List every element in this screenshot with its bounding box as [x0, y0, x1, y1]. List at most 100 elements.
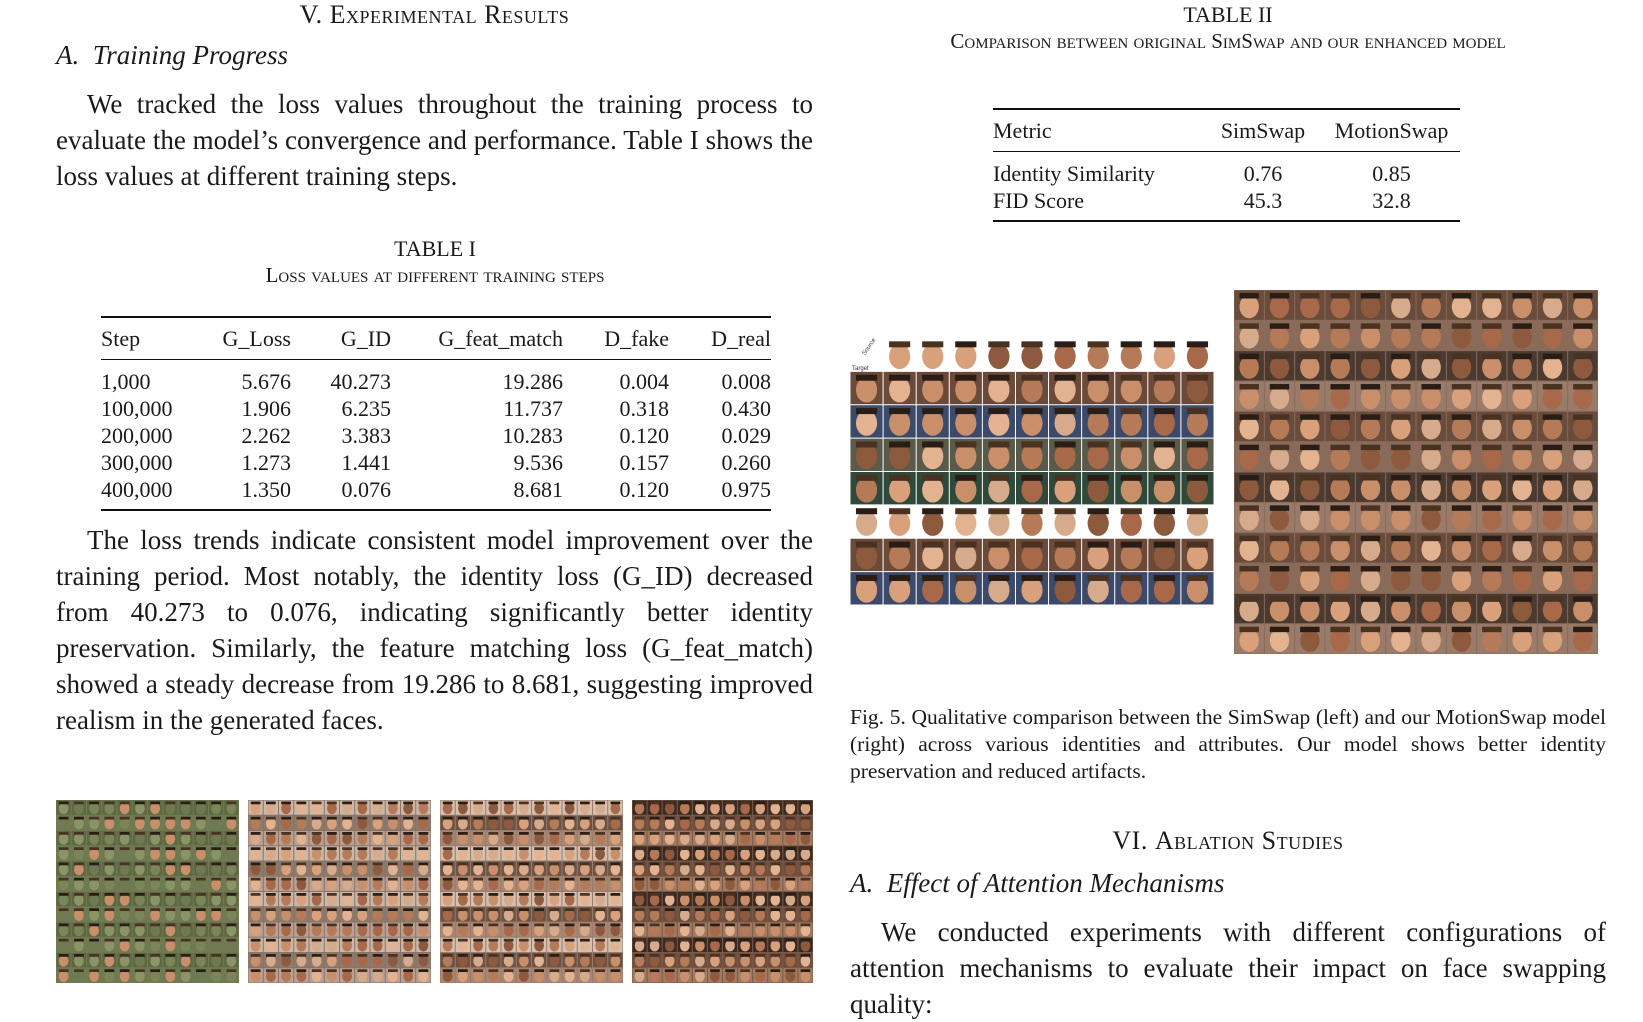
face-hair — [1512, 535, 1532, 542]
face-hair — [1330, 293, 1350, 299]
face-hair — [1482, 505, 1502, 511]
face-hair — [922, 574, 944, 581]
face-tile — [1360, 446, 1381, 470]
face-hair — [1573, 323, 1593, 329]
face-tile — [311, 802, 322, 815]
face-hair — [89, 816, 100, 820]
face-tile — [595, 939, 606, 952]
face-tile — [595, 909, 606, 921]
face-hair — [549, 908, 560, 912]
face-tile — [281, 955, 292, 967]
face-hair — [564, 862, 575, 866]
face-hair — [403, 862, 414, 866]
face-tile — [134, 878, 145, 891]
face-tile — [418, 817, 429, 830]
face-hair — [372, 969, 383, 973]
table-cell: 0.975 — [721, 477, 772, 502]
face-tile — [1573, 295, 1593, 319]
face-hair — [488, 801, 499, 805]
face-hair — [250, 969, 261, 973]
face-hair — [1542, 414, 1563, 420]
face-hair — [634, 954, 645, 957]
face-hair — [442, 954, 453, 957]
face-hair — [534, 847, 545, 851]
face-tile — [740, 833, 750, 845]
face-tile — [1542, 537, 1563, 561]
face-tile — [503, 802, 514, 815]
face-tile — [1054, 410, 1076, 436]
face-hair — [442, 923, 453, 927]
face-hair — [564, 969, 575, 973]
table-cell: 0.029 — [721, 423, 772, 448]
face-tile — [1512, 598, 1532, 622]
face-tile — [326, 909, 337, 921]
face-tile — [1087, 510, 1109, 536]
face-tile — [695, 939, 705, 952]
face-hair — [134, 893, 145, 896]
face-tile — [1542, 568, 1563, 592]
face-hair — [488, 877, 499, 881]
face-tile — [1120, 577, 1142, 603]
face-tile — [89, 802, 100, 815]
face-tile — [1021, 543, 1043, 570]
face-hair — [180, 816, 191, 820]
face-tile — [1330, 537, 1350, 561]
face-tile — [134, 909, 145, 921]
face-hair — [165, 862, 176, 866]
face-hair — [342, 847, 353, 851]
face-tile — [922, 343, 944, 370]
face-hair — [1391, 475, 1411, 481]
face-hair — [418, 969, 429, 973]
face-tile — [785, 833, 796, 845]
face-tiles — [850, 338, 1214, 605]
face-hair — [1482, 414, 1502, 420]
face-hair — [58, 938, 69, 942]
face-tile — [664, 848, 675, 860]
face-tile — [785, 955, 796, 967]
face-hair — [579, 893, 590, 896]
face-tile — [549, 955, 560, 967]
face-hair — [1512, 596, 1532, 602]
face-hair — [311, 816, 322, 820]
face-tile — [922, 443, 944, 470]
face-hair — [1482, 475, 1502, 481]
face-tile — [1153, 377, 1175, 403]
face-hair — [372, 877, 383, 881]
face-hair — [595, 847, 606, 851]
face-tile — [649, 802, 660, 815]
face-hair — [281, 923, 292, 927]
face-tile — [457, 817, 468, 830]
training-mosaic-4 — [632, 800, 813, 983]
face-tile — [58, 924, 69, 937]
subsection-attention-mechanisms: A. Effect of Attention Mechanisms — [850, 868, 1225, 898]
face-hair — [211, 969, 222, 973]
face-tile — [296, 970, 307, 982]
face-hair — [372, 923, 383, 927]
face-hair — [579, 816, 590, 820]
face-tile — [250, 817, 261, 830]
face-tile — [564, 894, 575, 906]
face-hair — [1542, 293, 1563, 299]
face-tile — [89, 909, 100, 921]
face-tile — [1021, 377, 1043, 403]
table-row: Identity Similarity 0.76 0.85 — [993, 152, 1460, 188]
face-tile — [1482, 295, 1502, 319]
face-tile — [150, 924, 161, 937]
face-hair — [955, 441, 977, 448]
face-tile — [800, 802, 811, 815]
face-tile — [1360, 325, 1381, 349]
face-tile — [265, 878, 276, 891]
face-tile — [595, 848, 606, 860]
face-tile — [150, 894, 161, 906]
face-hair — [457, 816, 468, 820]
face-hair — [695, 923, 705, 927]
face-tile — [579, 848, 590, 860]
face-hair — [595, 923, 606, 927]
face-tile — [1391, 507, 1411, 531]
face-hair — [73, 969, 84, 973]
face-tile — [1482, 628, 1502, 652]
face-hair — [357, 862, 368, 866]
face-hair — [58, 908, 69, 912]
face-tile — [695, 848, 705, 860]
table-cell: 0.157 — [619, 450, 670, 475]
